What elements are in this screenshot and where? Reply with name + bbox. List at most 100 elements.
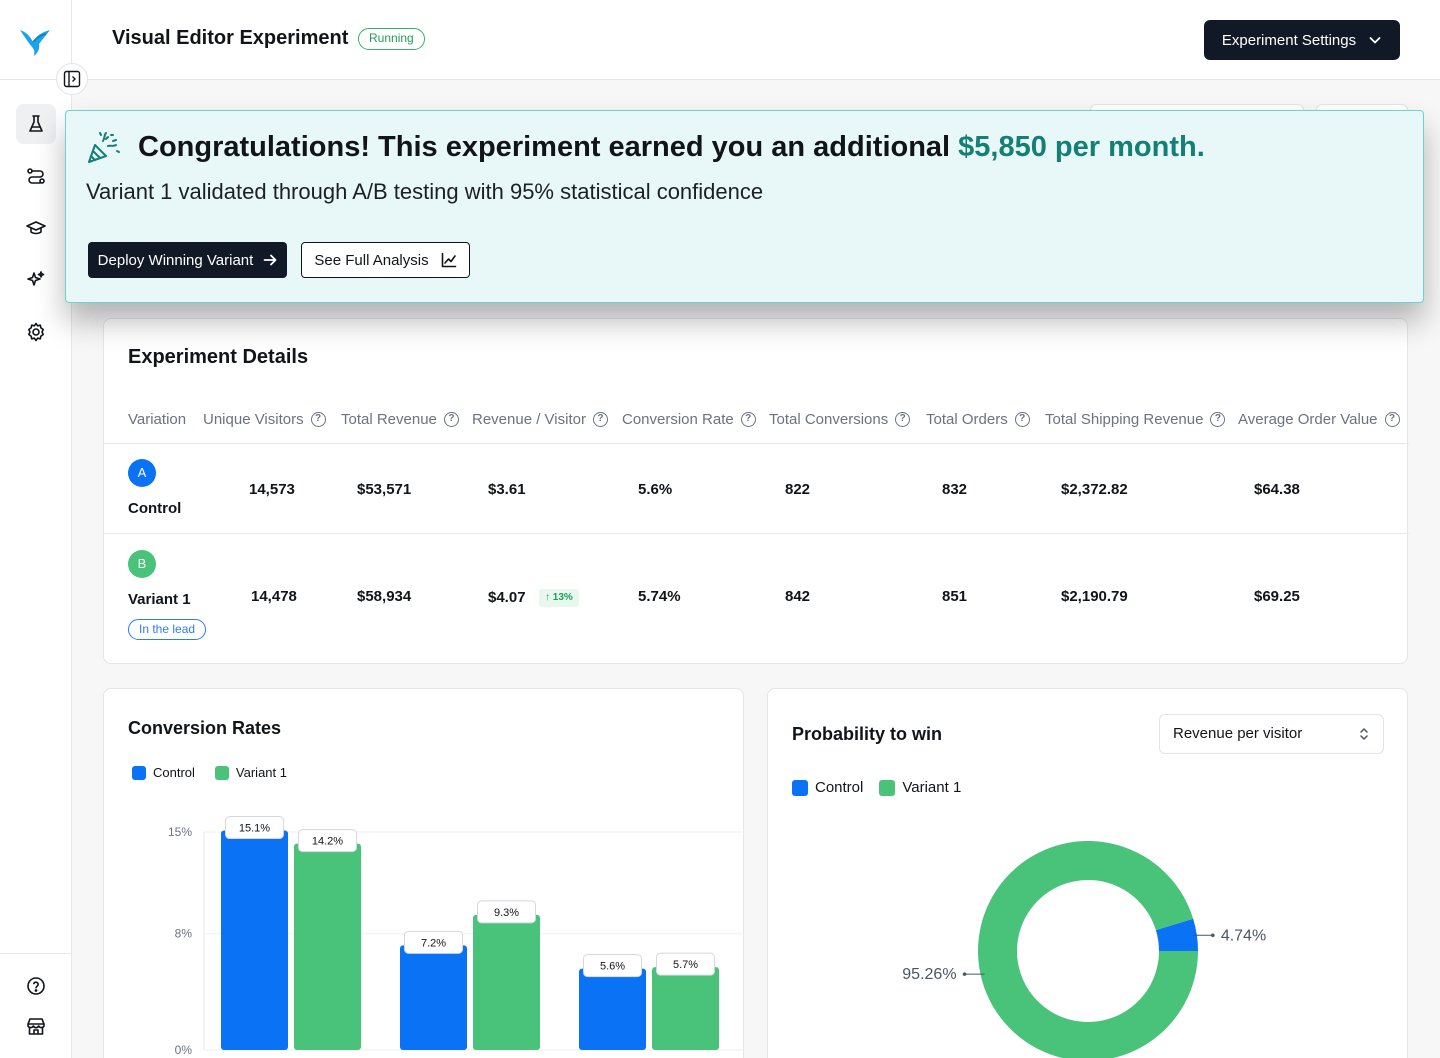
metric-select[interactable]: Revenue per visitor — [1159, 714, 1384, 754]
conversion-rates-title: Conversion Rates — [128, 718, 282, 738]
analysis-label: See Full Analysis — [314, 251, 429, 269]
data-label: 9.3% — [494, 907, 519, 919]
slice-label: 4.74% — [1221, 927, 1266, 944]
conversion-rates-card: 0% 8% 15% 15.1% 7.2% 5.6% 14.2% 9.3% 5.7% Conver… — [103, 688, 745, 1058]
sidebar-bottom-divider — [0, 953, 72, 954]
total-orders-value: 832 — [942, 481, 968, 498]
legend-item-variant[interactable]: Variant 1 — [214, 765, 287, 780]
conversion-rate-value: 5.74% — [638, 588, 681, 605]
aov-value: $64.38 — [1254, 481, 1300, 498]
sidebar-item-learn[interactable] — [16, 208, 56, 248]
help-icon[interactable]: ? — [592, 412, 608, 427]
column-header-total-orders: Total Orders? — [926, 411, 1030, 428]
column-header-label: Total Orders — [926, 411, 1008, 428]
help-icon[interactable]: ? — [1210, 412, 1226, 427]
aov-value: $69.25 — [1254, 588, 1300, 605]
probability-chart: 4.74% 95.26% — [902, 841, 1266, 1058]
y-tick-label: 0% — [175, 1043, 193, 1057]
bar-control — [221, 830, 288, 1050]
legend-item-control[interactable]: Control — [132, 765, 195, 780]
hidden-toolbar-button — [1090, 104, 1304, 114]
total-orders-value: 851 — [942, 588, 968, 605]
column-header-label: Average Order Value — [1238, 411, 1378, 428]
line-chart-icon — [441, 252, 456, 268]
sidebar-collapse-button[interactable] — [56, 63, 88, 95]
help-icon[interactable]: ? — [310, 412, 326, 427]
column-header-label: Conversion Rate — [622, 411, 734, 428]
sidebar-item-store[interactable] — [16, 1006, 56, 1046]
uplift-badge: ↑ 13% — [539, 589, 579, 607]
see-full-analysis-button[interactable]: See Full Analysis — [301, 242, 470, 278]
legend-item-variant[interactable]: Variant 1 — [879, 779, 961, 796]
revenue-per-visitor-value: $4.07 — [488, 589, 526, 606]
banner-amount: $5,850 per month. — [958, 131, 1205, 163]
avatar: A — [128, 459, 156, 487]
y-tick-label: 15% — [168, 825, 192, 839]
total-revenue-value: $58,934 — [357, 588, 412, 605]
help-icon[interactable]: ? — [895, 412, 911, 427]
legend-item-control[interactable]: Control — [792, 779, 863, 796]
data-label-box — [477, 900, 536, 924]
deploy-label: Deploy Winning Variant — [97, 251, 254, 269]
sidebar-item-experiments[interactable] — [16, 104, 56, 144]
help-icon[interactable]: ? — [740, 412, 756, 427]
column-header-label: Total Shipping Revenue — [1045, 411, 1204, 428]
data-label: 7.2% — [421, 937, 446, 949]
shipping-revenue-value: $2,372.82 — [1061, 481, 1128, 498]
data-label-box — [404, 930, 463, 954]
gear-icon — [28, 322, 44, 342]
sidebar-item-help[interactable] — [16, 966, 56, 1006]
help-circle-icon — [27, 977, 45, 995]
legend-label: Variant 1 — [902, 779, 962, 796]
shipping-revenue-value: $2,190.79 — [1061, 588, 1128, 605]
experiment-settings-label: Experiment Settings — [1221, 31, 1357, 49]
experiment-details-card: Experiment Details Variation Unique Visi… — [103, 318, 1409, 664]
revenue-per-visitor-value: $3.61 — [488, 481, 526, 498]
help-icon[interactable]: ? — [1384, 412, 1400, 427]
unique-visitors-value: 14,478 — [251, 588, 297, 605]
legend-swatch — [879, 779, 896, 796]
data-label-box — [225, 816, 284, 840]
chart-legend: Control Variant 1 — [132, 765, 287, 780]
leader-dot — [1211, 933, 1215, 938]
conversion-rate-value: 5.6% — [638, 481, 673, 498]
data-label: 5.6% — [600, 961, 625, 973]
chart-legend: Control Variant 1 — [792, 779, 961, 796]
legend-label: Control — [815, 779, 864, 796]
column-header-variation: Variation — [128, 411, 186, 428]
column-header-conversion-rate: Conversion Rate? — [622, 411, 756, 428]
column-header-average-order-value: Average Order Value? — [1238, 411, 1400, 428]
arrow-right-icon — [263, 254, 277, 266]
column-header-label: Total Revenue — [341, 411, 437, 428]
in-the-lead-badge: In the lead — [128, 619, 207, 640]
sparkles-icon — [27, 271, 45, 286]
leader-dot — [962, 972, 967, 976]
legend-swatch — [792, 779, 808, 796]
donut-slice-control — [1155, 918, 1198, 951]
bird-logo-icon[interactable] — [16, 20, 56, 60]
column-header-revenue-per-visitor: Revenue / Visitor? — [472, 411, 608, 428]
sidebar-item-settings[interactable] — [16, 312, 56, 352]
experiment-details-title: Experiment Details — [128, 346, 309, 368]
legend-swatch — [214, 765, 229, 780]
data-label-box — [583, 954, 642, 978]
sidebar-item-flows[interactable] — [16, 156, 56, 196]
help-icon[interactable]: ? — [443, 412, 459, 427]
experiment-settings-button[interactable]: Experiment Settings — [1204, 20, 1400, 60]
party-popper-icon — [88, 132, 120, 163]
help-icon[interactable]: ? — [1014, 412, 1030, 427]
conversion-rates-chart: 0% 8% 15% 15.1% 7.2% 5.6% 14.2% 9.3% 5.7% — [168, 816, 745, 1057]
bar-control — [579, 968, 646, 1050]
table-divider — [104, 533, 1409, 534]
graduation-cap-icon — [26, 221, 46, 235]
variation-name: Control — [128, 500, 182, 517]
legend-label: Variant 1 — [235, 765, 287, 780]
total-conversions-value: 822 — [785, 481, 811, 498]
slice-label: 95.26% — [902, 966, 956, 983]
banner-title-text: Congratulations! This experiment earned … — [138, 131, 959, 163]
deploy-winning-variant-button[interactable]: Deploy Winning Variant — [88, 242, 287, 278]
column-header-shipping-revenue: Total Shipping Revenue? — [1045, 411, 1226, 428]
hidden-toolbar-button — [1316, 104, 1408, 114]
sidebar-item-ai[interactable] — [16, 260, 56, 300]
probability-title: Probability to win — [792, 724, 943, 744]
